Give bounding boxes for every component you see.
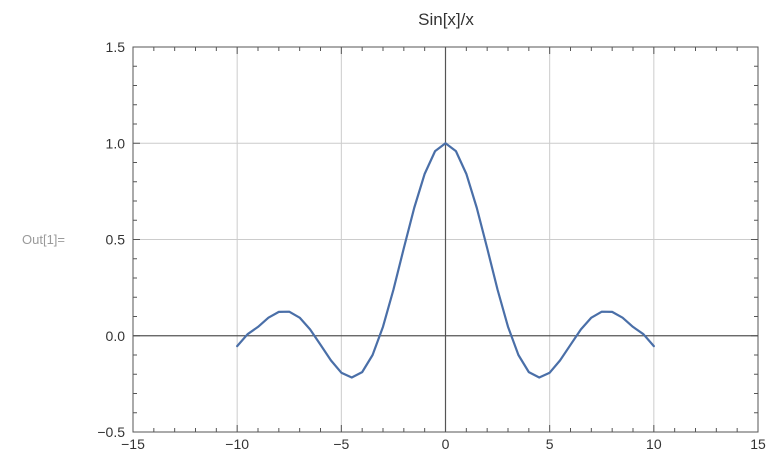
y-tick-label: −0.5 (97, 424, 125, 440)
x-tick-label: 10 (646, 436, 662, 452)
axes (133, 47, 758, 432)
y-tick-label: 1.5 (106, 39, 126, 55)
chart-title: Sin[x]/x (418, 10, 474, 29)
series-line (236, 142, 655, 379)
x-tick-label: −15 (121, 436, 145, 452)
output-cell-label: Out[1]= (22, 232, 65, 247)
tick-labels: −15 −10 −5 0 5 10 15 −0.5 0.0 0.5 1.0 1.5 (97, 39, 766, 452)
x-tick-label: 15 (750, 436, 766, 452)
y-tick-label: 0.0 (106, 328, 126, 344)
plot-frame (132, 46, 759, 433)
y-tick-label: 0.5 (106, 232, 126, 248)
x-tick-label: −10 (225, 436, 249, 452)
x-tick-label: −5 (333, 436, 349, 452)
y-tick-label: 1.0 (106, 135, 126, 151)
x-tick-label: 0 (442, 436, 450, 452)
x-tick-label: 5 (546, 436, 554, 452)
